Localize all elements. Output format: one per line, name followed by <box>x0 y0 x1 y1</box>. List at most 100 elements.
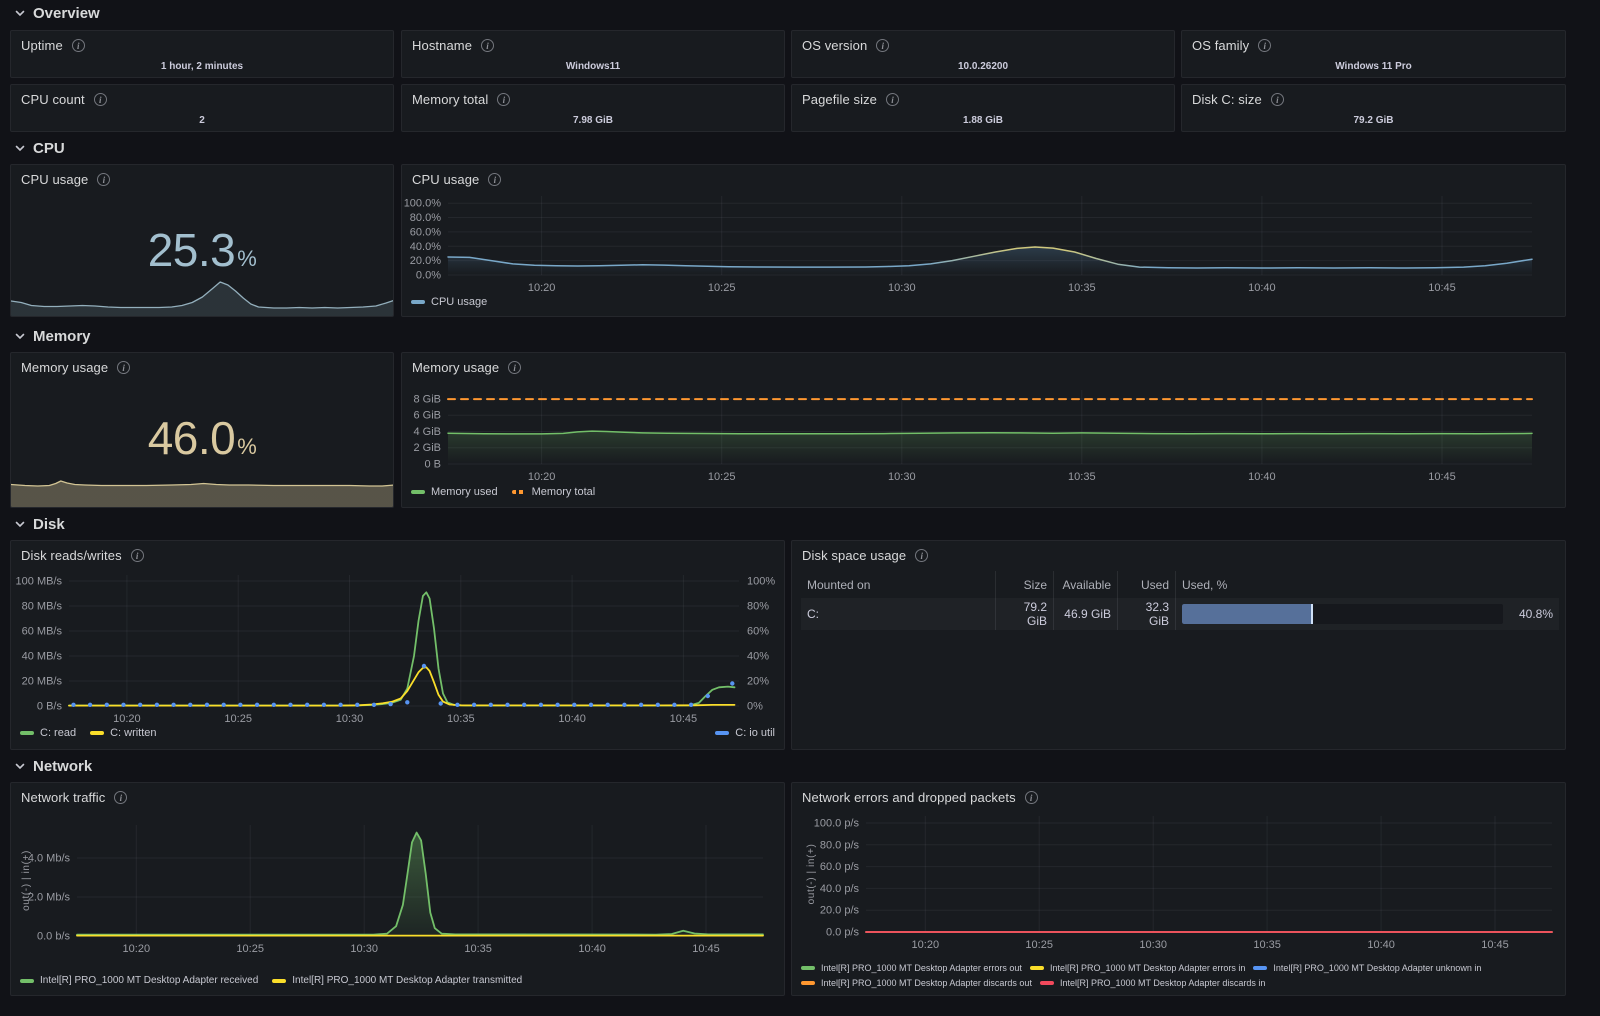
legend-item[interactable]: Intel[R] PRO_1000 MT Desktop Adapter tra… <box>272 975 522 986</box>
col-available[interactable]: Available <box>1053 571 1117 598</box>
section-header-cpu[interactable]: CPU <box>14 138 65 158</box>
panel-title: CPU count <box>21 92 85 107</box>
table-header-row: Mounted on Size Available Used Used, % <box>801 571 1559 598</box>
stat-panel-disk-c-size: Disk C: size i 79.2 GiB <box>1181 84 1566 132</box>
svg-text:10:35: 10:35 <box>1068 471 1096 483</box>
legend-label: Intel[R] PRO_1000 MT Desktop Adapter unk… <box>1273 963 1482 973</box>
legend-swatch-icon <box>511 490 526 494</box>
chevron-down-icon <box>14 760 26 772</box>
disk-reads-writes-chart[interactable]: 0 B/s 20 MB/s 40 MB/s 60 MB/s 80 MB/s 100 MB/… <box>11 541 784 749</box>
svg-text:10:30: 10:30 <box>888 471 916 483</box>
legend-item[interactable]: Intel[R] PRO_1000 MT Desktop Adapter rec… <box>20 975 258 986</box>
memory-usage-stat-panel: Memory usage i 46.0% <box>10 352 394 508</box>
table-row[interactable]: C: 79.2 GiB 46.9 GiB 32.3 GiB 40.8% <box>801 598 1559 630</box>
stat-value: 1 hour, 2 minutes <box>160 61 244 72</box>
info-icon[interactable]: i <box>71 39 85 52</box>
col-size[interactable]: Size <box>995 571 1053 598</box>
info-icon[interactable]: i <box>117 361 131 374</box>
legend-item[interactable]: Memory total <box>511 486 596 498</box>
legend-label: Intel[R] PRO_1000 MT Desktop Adapter dis… <box>1059 978 1266 988</box>
info-icon[interactable]: i <box>481 39 495 52</box>
col-used-pct[interactable]: Used, % <box>1175 571 1559 598</box>
legend-item[interactable]: Intel[R] PRO_1000 MT Desktop Adapter unk… <box>1253 963 1481 973</box>
disk-space-usage-panel: Disk space usage i Mounted on Size Availa… <box>791 540 1566 750</box>
legend-item[interactable]: Intel[R] PRO_1000 MT Desktop Adapter dis… <box>801 978 1032 988</box>
stat-panel-cpu-count: CPU count i 2 <box>10 84 394 132</box>
legend-swatch-icon <box>20 978 34 983</box>
svg-text:20.0 p/s: 20.0 p/s <box>820 905 860 917</box>
info-icon[interactable]: i <box>1258 39 1272 52</box>
info-icon[interactable]: i <box>508 361 522 374</box>
info-icon[interactable]: i <box>915 549 929 562</box>
cell-used-pct: 40.8% <box>1175 598 1559 630</box>
legend-item[interactable]: C: io util <box>715 727 775 739</box>
svg-text:0 B: 0 B <box>424 459 441 471</box>
legend-swatch-icon <box>411 490 425 494</box>
info-icon[interactable]: i <box>488 173 502 186</box>
panel-title: Memory total <box>412 92 489 107</box>
stat-panel-memory-total: Memory total i 7.98 GiB <box>401 84 785 132</box>
legend-label: Memory total <box>531 486 596 498</box>
section-header-overview[interactable]: Overview <box>14 3 100 23</box>
svg-text:8 GiB: 8 GiB <box>413 393 441 405</box>
memory-usage-legend: Memory used Memory total <box>411 486 1556 498</box>
col-mounted-on[interactable]: Mounted on <box>807 577 871 592</box>
legend-label: CPU usage <box>431 296 488 308</box>
cpu-usage-chart[interactable]: 0.0% 20.0% 40.0% 60.0% 80.0% 100.0% 10:20 10:25… <box>402 165 1565 316</box>
info-icon[interactable]: i <box>886 93 900 106</box>
svg-text:40%: 40% <box>747 651 769 663</box>
legend-item[interactable]: C: read <box>20 727 76 739</box>
svg-text:10:30: 10:30 <box>350 943 378 955</box>
disk-usage-gauge-value: 40.8% <box>1518 607 1553 621</box>
legend-swatch-icon <box>715 731 730 735</box>
info-icon[interactable]: i <box>93 93 107 106</box>
section-title: CPU <box>33 139 65 157</box>
network-traffic-legend: Intel[R] PRO_1000 MT Desktop Adapter rec… <box>20 975 775 986</box>
cpu-usage-chart-panel: CPU usage i 0.0% 20.0% 40.0% 60.0% 80.0% 100.0… <box>401 164 1566 317</box>
col-used[interactable]: Used <box>1117 571 1175 598</box>
section-header-disk[interactable]: Disk <box>14 514 65 534</box>
legend-item[interactable]: Memory used <box>411 486 498 498</box>
stat-value: 2 <box>199 115 205 126</box>
svg-text:100.0%: 100.0% <box>404 198 442 210</box>
disk-reads-writes-panel: Disk reads/writes i 0 B/s 20 MB/s 40 MB/s 60… <box>10 540 785 750</box>
network-traffic-chart[interactable]: 0.0 b/s 2.0 Mb/s 4.0 Mb/s 10:20 10:25 10:30 10… <box>11 783 784 995</box>
info-icon[interactable]: i <box>114 791 128 804</box>
section-header-network[interactable]: Network <box>14 756 92 776</box>
legend-label: Intel[R] PRO_1000 MT Desktop Adapter dis… <box>821 978 1032 988</box>
svg-text:60 MB/s: 60 MB/s <box>22 626 63 638</box>
info-icon[interactable]: i <box>130 549 144 562</box>
stat-panel-uptime: Uptime i 1 hour, 2 minutes <box>10 30 394 78</box>
legend-item[interactable]: CPU usage <box>411 296 487 308</box>
info-icon[interactable]: i <box>876 39 890 52</box>
memory-usage-chart-panel: Memory usage i 0 B 2 GiB 4 GiB 6 GiB 8 GiB 10:… <box>401 352 1566 508</box>
info-icon[interactable]: i <box>1024 791 1038 804</box>
chevron-down-icon <box>14 7 26 19</box>
svg-text:10:35: 10:35 <box>1253 939 1281 951</box>
legend-swatch-icon <box>1039 981 1054 985</box>
legend-item[interactable]: Intel[R] PRO_1000 MT Desktop Adapter err… <box>1029 963 1245 973</box>
memory-usage-chart[interactable]: 0 B 2 GiB 4 GiB 6 GiB 8 GiB 10:20 10:25 10:30 10… <box>402 353 1565 507</box>
legend-label: C: io util <box>735 727 775 739</box>
svg-text:10:30: 10:30 <box>1139 939 1167 951</box>
memory-usage-stat-value: 46.0% <box>147 412 257 464</box>
panel-title: Uptime <box>21 38 63 53</box>
cpu-usage-sparkline <box>11 266 393 316</box>
svg-text:6 GiB: 6 GiB <box>413 410 441 422</box>
info-icon[interactable]: i <box>497 93 511 106</box>
panel-title: CPU usage <box>412 172 480 187</box>
svg-text:10:40: 10:40 <box>1367 939 1395 951</box>
disk-usage-gauge <box>1182 604 1503 624</box>
section-header-memory[interactable]: Memory <box>14 326 91 346</box>
network-errors-chart[interactable]: 0.0 p/s 20.0 p/s 40.0 p/s 60.0 p/s 80.0 p/s 1… <box>792 783 1565 995</box>
legend-item[interactable]: Intel[R] PRO_1000 MT Desktop Adapter dis… <box>1039 978 1266 988</box>
legend-item[interactable]: C: written <box>90 727 157 739</box>
legend-item[interactable]: Intel[R] PRO_1000 MT Desktop Adapter err… <box>801 963 1022 973</box>
svg-text:0 B/s: 0 B/s <box>37 701 63 713</box>
cell-used: 32.3 GiB <box>1117 598 1175 630</box>
info-icon[interactable]: i <box>97 173 111 186</box>
panel-title: OS version <box>802 38 868 53</box>
svg-text:60.0%: 60.0% <box>410 226 441 238</box>
info-icon[interactable]: i <box>1270 93 1284 106</box>
network-traffic-panel: Network traffic i 0.0 b/s 2.0 Mb/s 4.0 Mb/s… <box>10 782 785 996</box>
